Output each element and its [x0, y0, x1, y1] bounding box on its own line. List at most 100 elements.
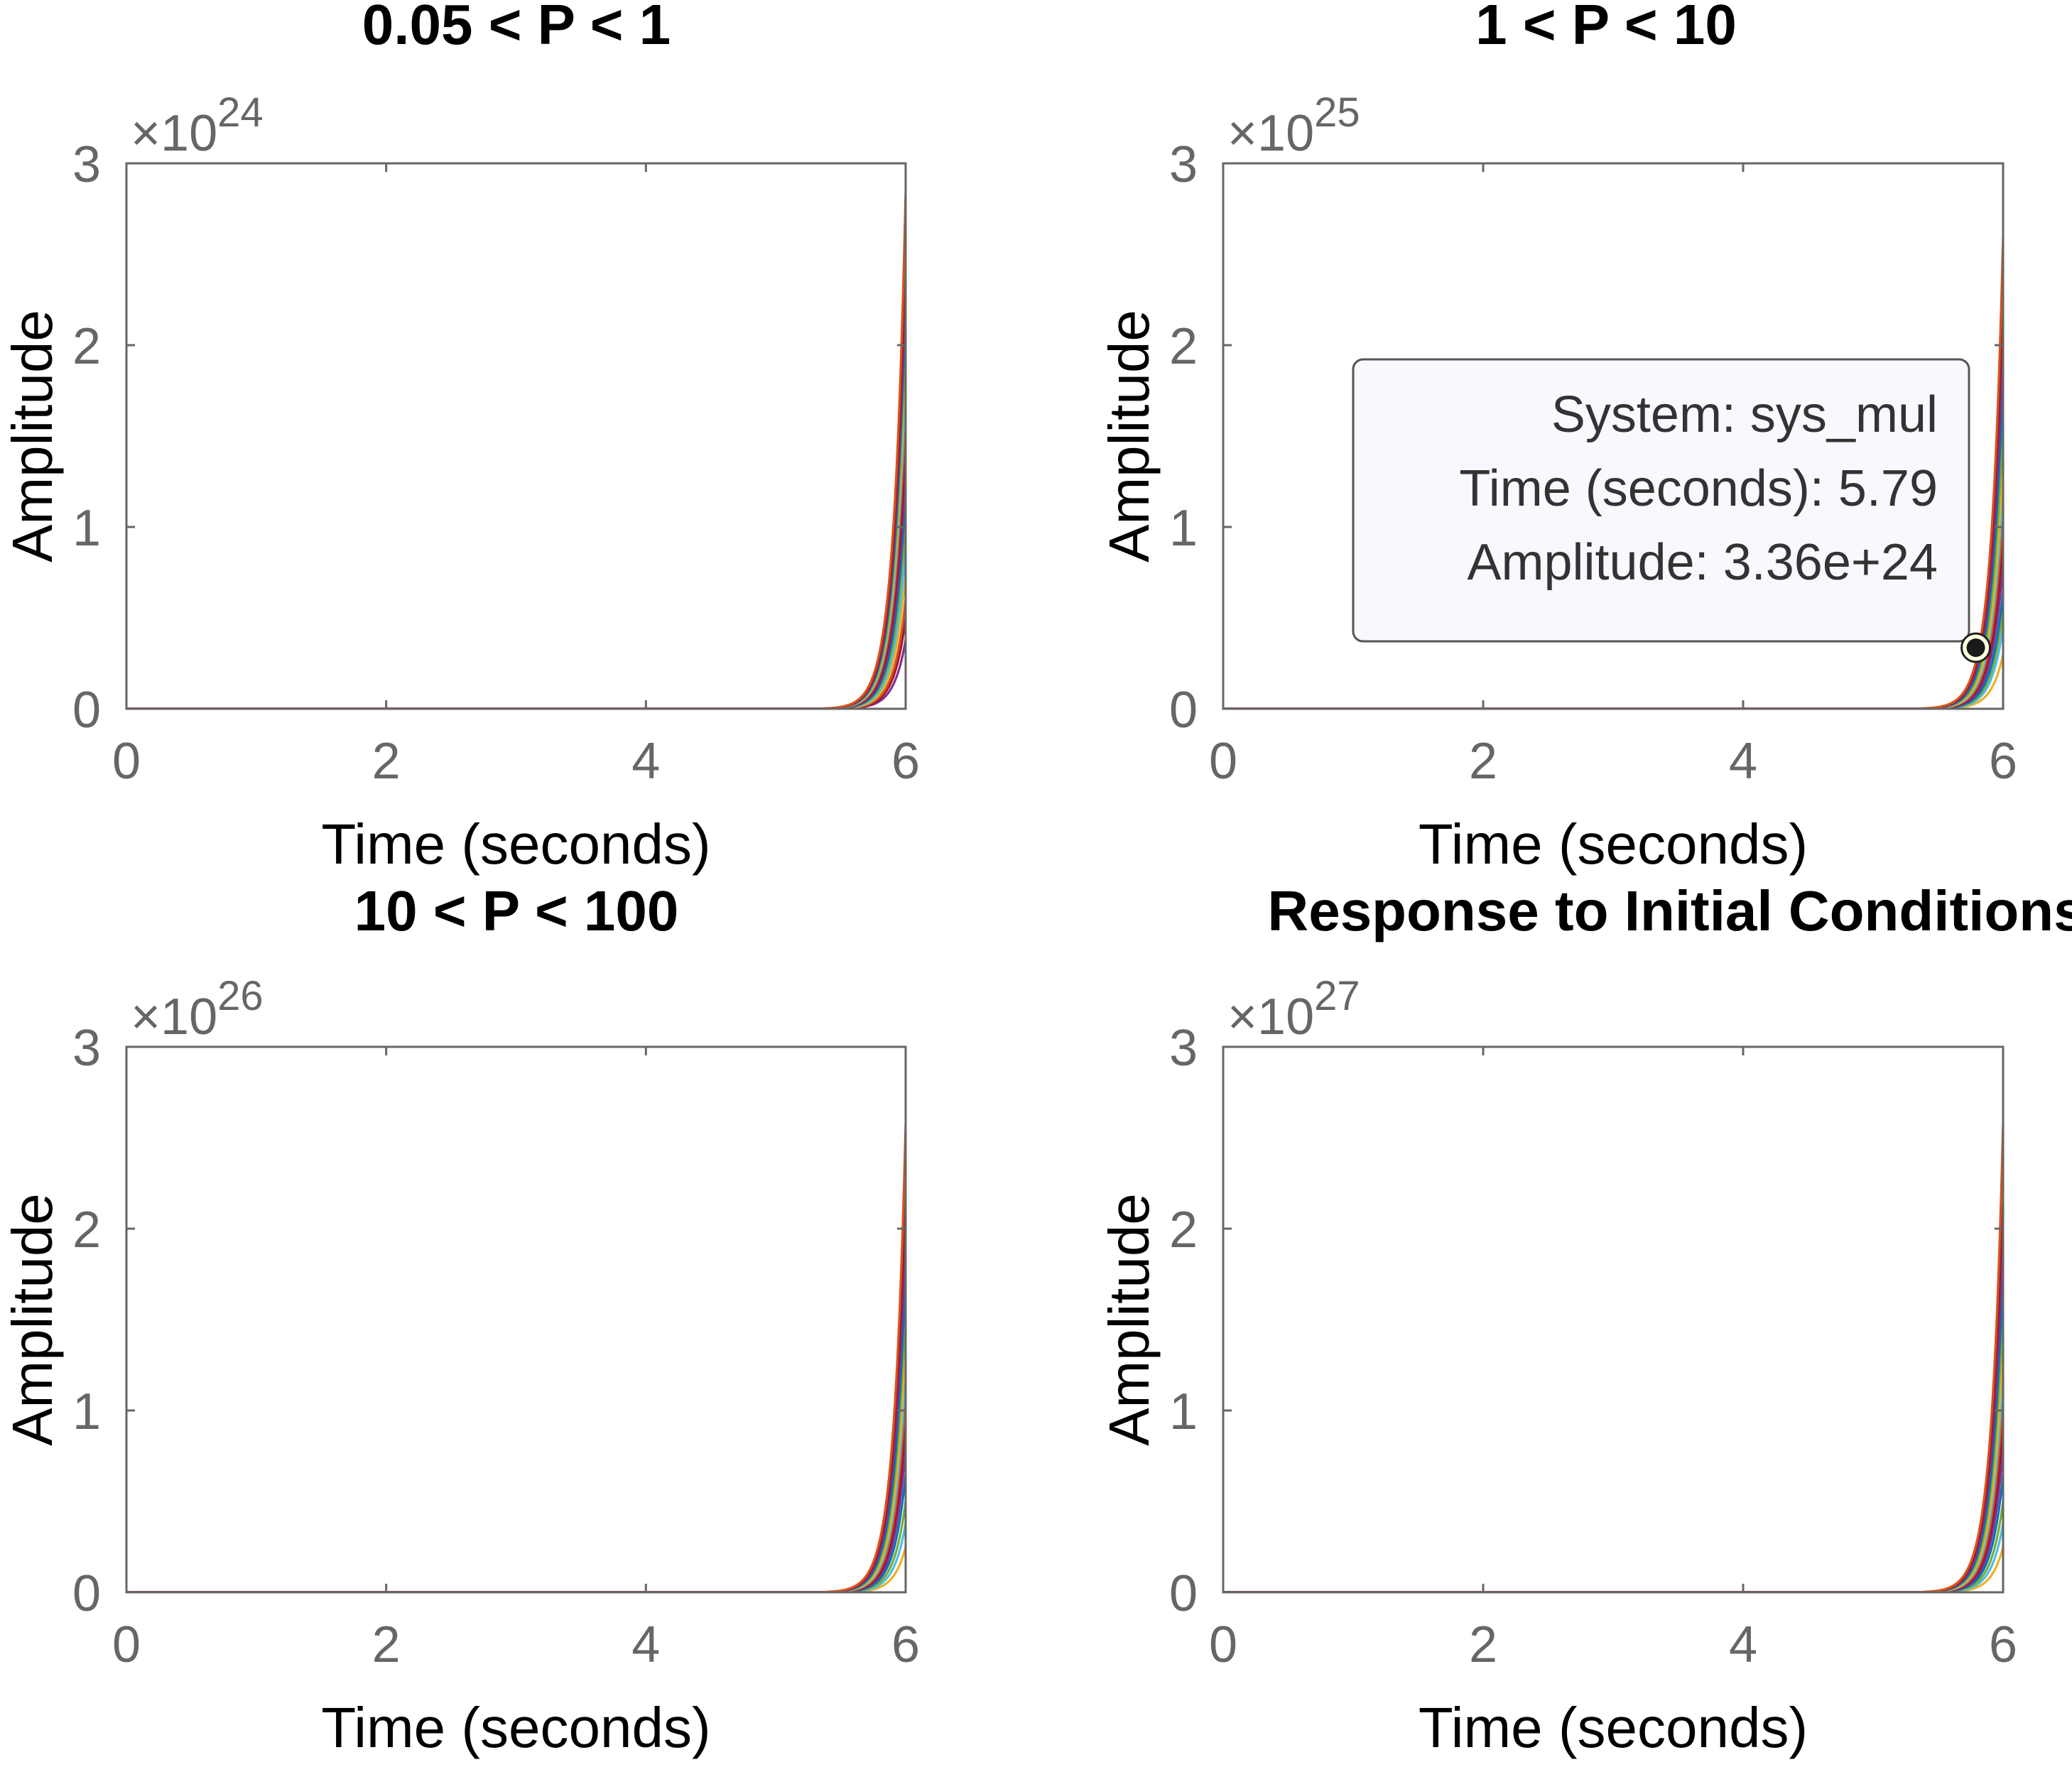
y-axis-label: Amplitude [1097, 310, 1161, 562]
x-tick-label: 2 [1469, 1616, 1497, 1673]
datatip-marker [1966, 638, 1985, 657]
x-tick-label: 4 [631, 733, 660, 790]
y-exponent-label: ×1025 [1227, 89, 1360, 162]
series-line [1223, 1337, 2003, 1592]
series-group [126, 190, 906, 709]
x-axis-label: Time (seconds) [321, 1696, 710, 1759]
y-exponent-power: 27 [1314, 973, 1360, 1019]
datatip-line: Amplitude: 3.36e+24 [1468, 534, 1938, 591]
series-group [126, 1123, 906, 1592]
x-tick-label: 6 [891, 733, 920, 790]
series-line [1223, 1123, 2003, 1592]
y-exponent-base: ×10 [1227, 989, 1314, 1045]
series-line [126, 572, 906, 709]
series-line [1223, 1419, 2003, 1592]
x-axis-label: Time (seconds) [1419, 1696, 1808, 1759]
y-tick-label: 1 [72, 500, 101, 557]
series-line [126, 1219, 906, 1592]
series-line [126, 399, 906, 709]
y-exponent-label: ×1024 [131, 89, 264, 162]
x-tick-label: 2 [1469, 733, 1497, 790]
y-tick-label: 2 [72, 1202, 101, 1258]
series-line [1223, 1523, 2003, 1592]
series-line [1223, 653, 2003, 709]
series-line [126, 1392, 906, 1592]
x-axis-label: Time (seconds) [1419, 812, 1808, 876]
series-line [1223, 1501, 2003, 1592]
axes-box [125, 162, 907, 710]
series-line [126, 1301, 906, 1592]
series-line [126, 372, 906, 709]
y-exponent-base: ×10 [1227, 105, 1314, 162]
y-tick-label: 2 [1169, 318, 1198, 375]
series-line [126, 1546, 906, 1592]
x-tick-label: 4 [1729, 733, 1757, 790]
series-line [1223, 1392, 2003, 1592]
series-line [1223, 1474, 2003, 1592]
y-tick-label: 3 [1169, 136, 1198, 193]
series-line [126, 639, 906, 709]
y-exponent-power: 25 [1314, 89, 1360, 136]
series-line [126, 545, 906, 709]
x-tick-label: 0 [1209, 733, 1237, 790]
series-line [1223, 1301, 2003, 1592]
series-line [126, 1474, 906, 1592]
series-line [126, 463, 906, 709]
datatip-box [1352, 358, 1970, 643]
y-exponent-base: ×10 [131, 105, 217, 162]
series-line [126, 1523, 906, 1592]
series-line [126, 599, 906, 709]
y-exponent-power: 24 [217, 89, 264, 136]
series-line [126, 1265, 906, 1592]
y-tick-label: 1 [72, 1383, 101, 1440]
x-tick-label: 2 [372, 1616, 401, 1673]
y-tick-label: 1 [1169, 1383, 1198, 1440]
y-tick-label: 0 [72, 1565, 101, 1622]
series-line [126, 1501, 906, 1592]
x-tick-label: 0 [112, 733, 141, 790]
series-group [1223, 1123, 2003, 1592]
subplot-title: 0.05 < P < 1 [362, 0, 671, 56]
series-line [126, 1447, 906, 1592]
x-axis-label: Time (seconds) [321, 812, 710, 876]
series-line [126, 518, 906, 709]
series-line [126, 263, 906, 709]
y-tick-label: 2 [72, 318, 101, 375]
y-axis-label: Amplitude [1, 1193, 64, 1446]
y-axis-label: Amplitude [1097, 1193, 1161, 1446]
y-tick-label: 3 [1169, 1020, 1198, 1077]
series-line [126, 1123, 906, 1592]
series-line [126, 435, 906, 709]
x-tick-label: 6 [1989, 733, 2017, 790]
series-line [126, 1419, 906, 1592]
x-tick-label: 0 [1209, 1616, 1237, 1673]
series-line [126, 290, 906, 709]
axes-box [1222, 162, 2005, 710]
y-tick-label: 0 [72, 682, 101, 739]
series-line [126, 190, 906, 709]
series-line [126, 327, 906, 709]
datatip: System: sys_mul Time (seconds): 5.79 Ampli… [1352, 358, 1992, 663]
series-line [126, 617, 906, 709]
series-line [126, 1364, 906, 1592]
y-tick-label: 2 [1169, 1202, 1198, 1258]
x-tick-label: 4 [1729, 1616, 1757, 1673]
y-axis-label: Amplitude [1, 310, 64, 562]
x-tick-label: 6 [1989, 1616, 2017, 1673]
axes-box [1222, 1045, 2005, 1594]
y-exponent-base: ×10 [131, 989, 217, 1045]
x-tick-label: 2 [372, 733, 401, 790]
series-line [1223, 1364, 2003, 1592]
subplot-4: 0 2 4 6 0 1 2 3 ×1027 Time (seconds) Amplitude Resp… [1097, 879, 2072, 1759]
subplot-2: 0 2 4 6 0 1 2 3 ×1025 Time (seconds) Amplitude 1 < … [1097, 0, 2017, 876]
series-line [126, 344, 906, 709]
datatip-line: Time (seconds): 5.79 [1459, 460, 1938, 517]
y-tick-label: 0 [1169, 1565, 1198, 1622]
series-line [1223, 1546, 2003, 1592]
y-tick-label: 3 [72, 136, 101, 193]
subplot-title: Response to Initial Conditions [1267, 879, 2072, 942]
y-exponent-power: 26 [217, 973, 264, 1019]
x-tick-label: 0 [112, 1616, 141, 1673]
y-tick-label: 0 [1169, 682, 1198, 739]
